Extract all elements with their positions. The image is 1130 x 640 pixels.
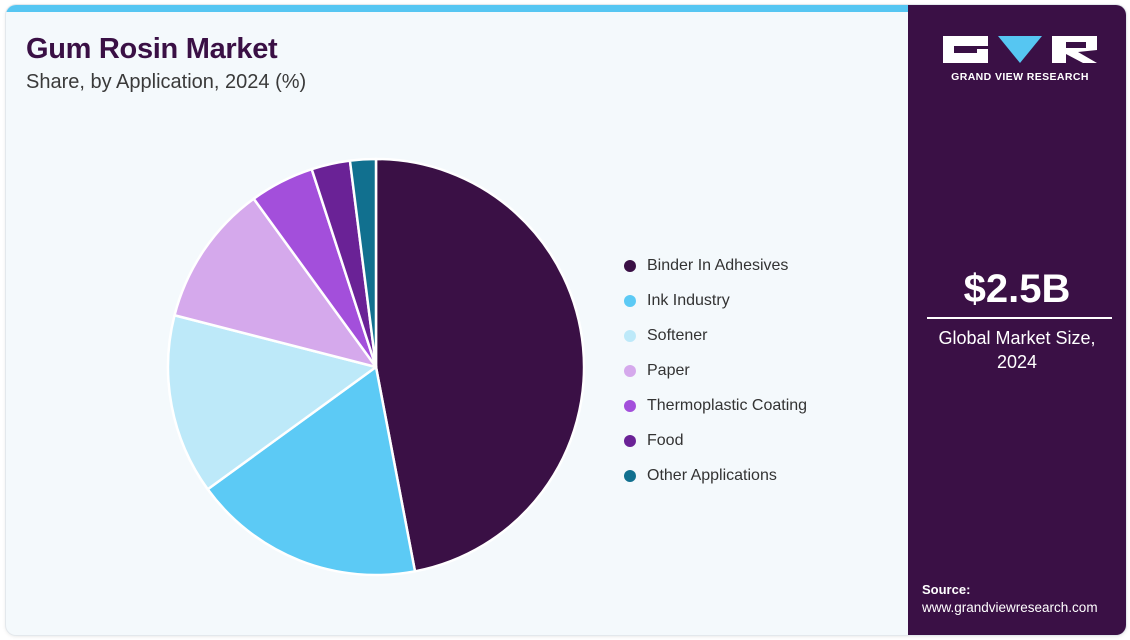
legend-label: Binder In Adhesives — [647, 256, 789, 274]
legend-item: Paper — [624, 353, 894, 388]
legend-label: Ink Industry — [647, 291, 730, 309]
legend-label: Thermoplastic Coating — [647, 396, 808, 414]
legend-item: Thermoplastic Coating — [624, 388, 894, 423]
legend-color-dot — [624, 259, 636, 272]
source-label: Source: — [922, 582, 971, 597]
logo-text: GRAND VIEW RESEARCH — [951, 71, 1089, 83]
source-url: www.grandviewresearch.com — [922, 600, 1098, 615]
chart-title: Gum Rosin Market — [26, 33, 278, 65]
pie-slices — [166, 157, 586, 577]
pie-slice-paper — [173, 197, 378, 369]
pie-slice-binder-in-adhesives — [374, 157, 586, 573]
legend-label: Paper — [647, 361, 690, 379]
legend-label: Food — [647, 431, 684, 449]
pie-chart — [166, 157, 586, 577]
market-size-divider — [927, 317, 1112, 319]
legend-item: Softener — [624, 318, 894, 353]
pie-slice-other-applications — [348, 157, 378, 369]
grand-view-research-logo: GRAND VIEW RESEARCH — [940, 33, 1100, 85]
legend-item: Other Applications — [624, 458, 894, 493]
legend-label: Other Applications — [647, 466, 777, 484]
legend-item: Binder In Adhesives — [624, 248, 894, 283]
legend-item: Food — [624, 423, 894, 458]
legend-color-dot — [624, 399, 636, 412]
market-size-label: Global Market Size, 2024 — [938, 328, 1096, 372]
legend-item: Ink Industry — [624, 283, 894, 318]
legend-color-dot — [624, 469, 636, 482]
pie-slice-ink-industry — [206, 365, 417, 577]
gvr-logo-icon — [943, 36, 1097, 63]
pie-slice-softener — [166, 314, 378, 491]
chart-subtitle: Share, by Application, 2024 (%) — [26, 71, 307, 93]
top-accent-bar — [6, 5, 908, 12]
chart-card: Gum Rosin Market Share, by Application, … — [6, 5, 1126, 635]
legend-color-dot — [624, 434, 636, 447]
legend-label: Softener — [647, 326, 708, 344]
market-size-value: $2.5B — [963, 267, 1071, 311]
legend-color-dot — [624, 364, 636, 377]
legend-color-dot — [624, 329, 636, 342]
chart-legend: Binder In Adhesives Ink Industry Softener P… — [624, 248, 894, 493]
side-panel: GRAND VIEW RESEARCH $2.5B Global Market … — [908, 5, 1126, 635]
legend-color-dot — [624, 294, 636, 307]
